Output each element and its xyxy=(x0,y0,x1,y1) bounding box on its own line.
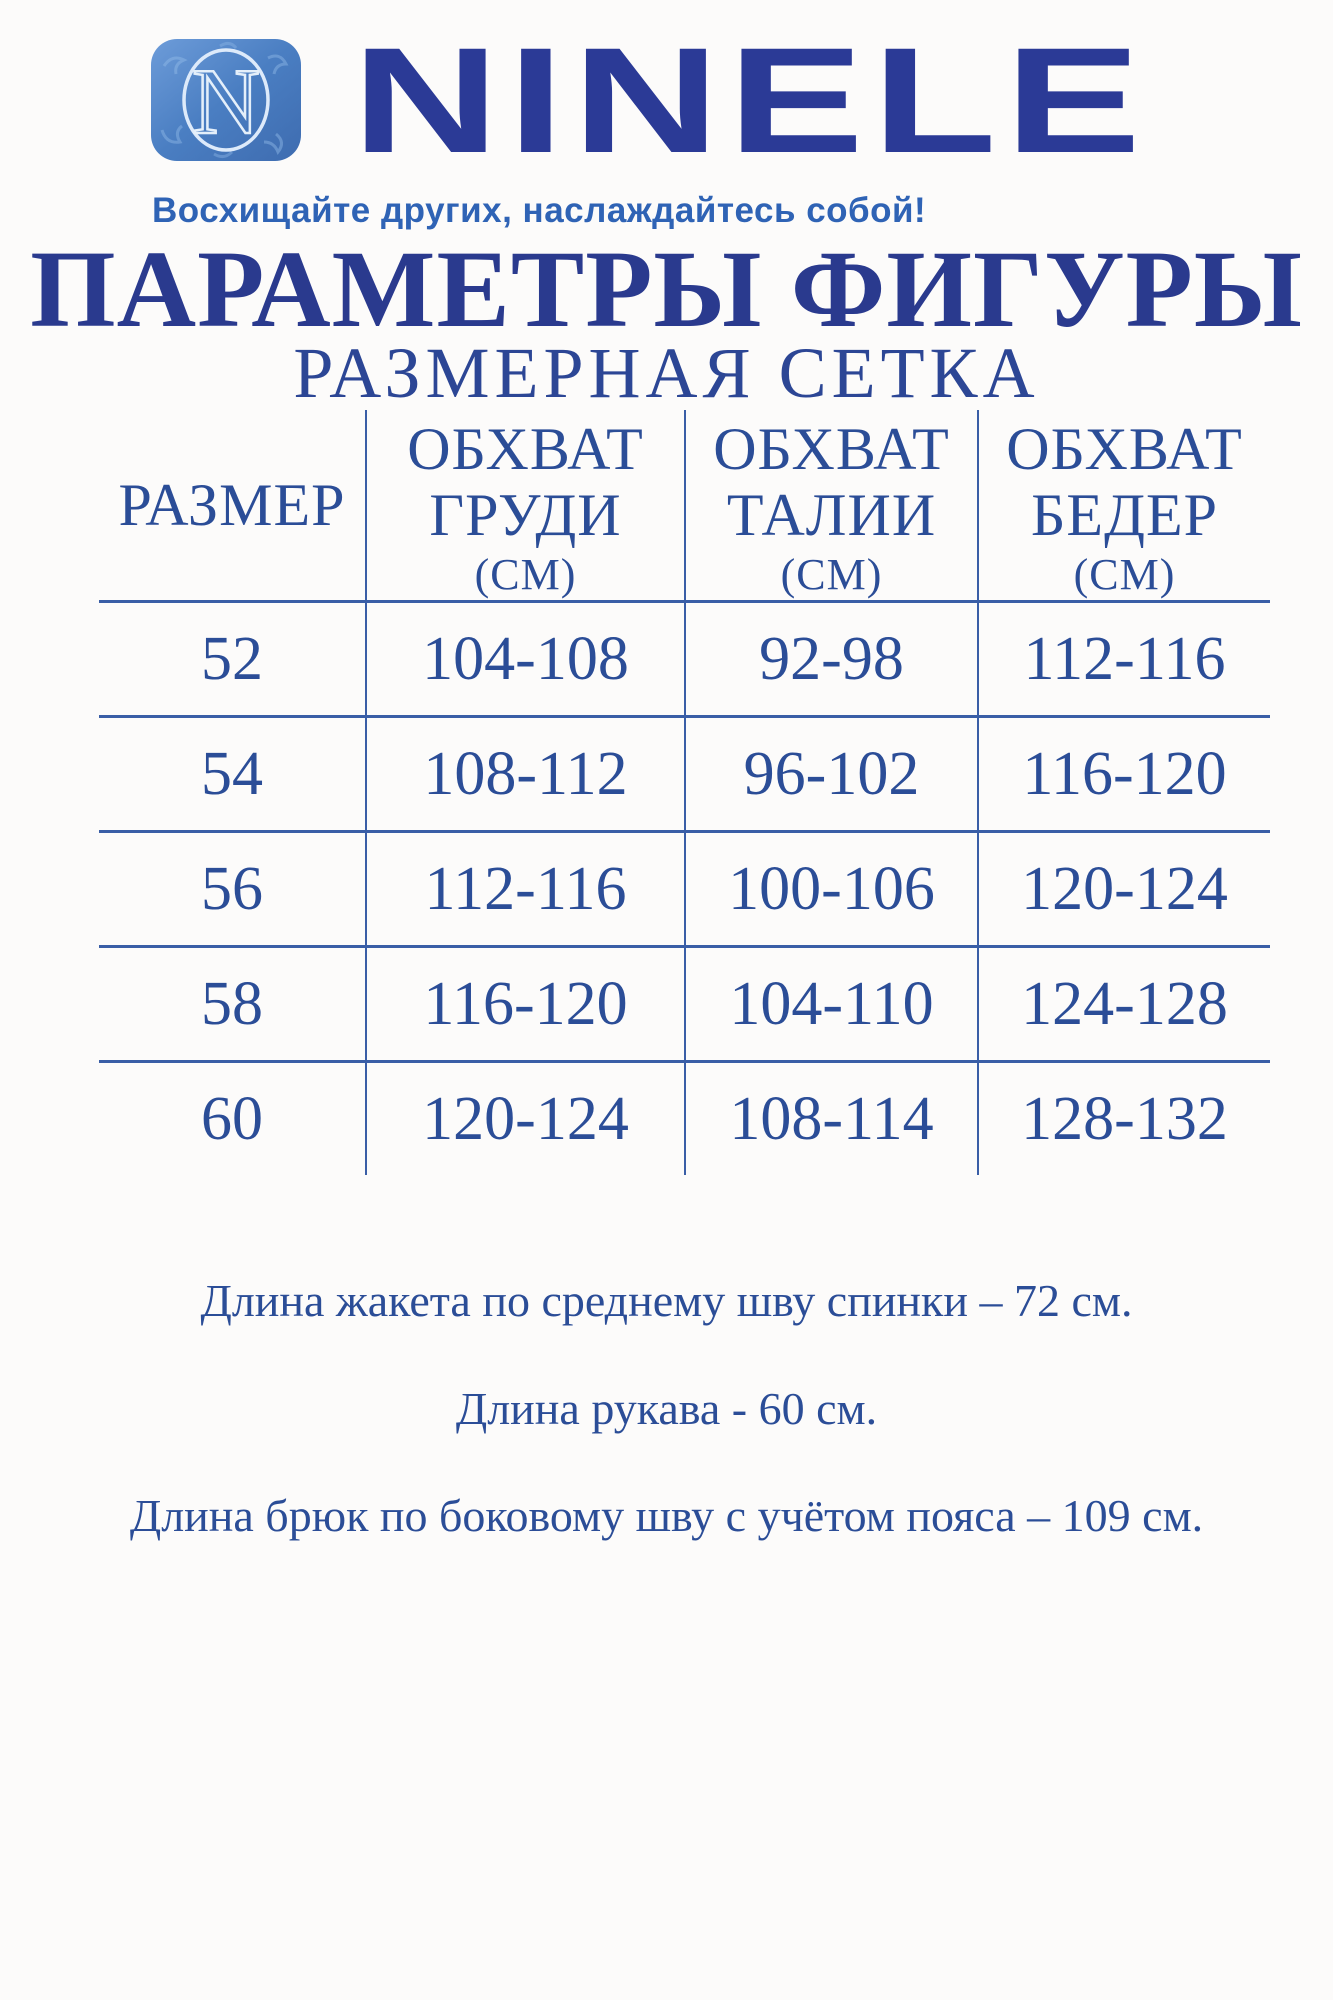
size-cell: 56 xyxy=(99,830,365,945)
chest-cell: 108-112 xyxy=(365,715,684,830)
page-subtitle: РАЗМЕРНАЯ СЕТКА xyxy=(293,333,1040,413)
header-line1: ОБХВАТ xyxy=(713,416,950,482)
size-cell: 54 xyxy=(99,715,365,830)
column-header-hips: ОБХВАТ БЕДЕР (СМ) xyxy=(977,410,1270,600)
header-line2: ТАЛИИ xyxy=(726,482,937,548)
hips-cell: 128-132 xyxy=(977,1060,1270,1175)
note-sleeve-length: Длина рукава - 60 см. xyxy=(455,1382,878,1434)
note-trouser-length: Длина брюк по боковому шву с учётом пояс… xyxy=(129,1490,1204,1541)
hips-cell: 112-116 xyxy=(977,600,1270,715)
column-header-chest: ОБХВАТ ГРУДИ (СМ) xyxy=(365,410,684,600)
header-unit: (СМ) xyxy=(780,550,883,599)
waist-cell: 104-110 xyxy=(684,945,977,1060)
note-jacket-length: Длина жакета по среднему шву спинки – 72… xyxy=(200,1275,1133,1326)
waist-cell: 108-114 xyxy=(684,1060,977,1175)
logo-letter: N xyxy=(192,50,260,154)
column-header-waist: ОБХВАТ ТАЛИИ (СМ) xyxy=(684,410,977,600)
brand-tagline: Восхищайте других, наслаждайтесь собой! xyxy=(152,191,927,230)
size-cell: 60 xyxy=(99,1060,365,1175)
waist-cell: 96-102 xyxy=(684,715,977,830)
hips-cell: 120-124 xyxy=(977,830,1270,945)
size-table: РАЗМЕР ОБХВАТ ГРУДИ (СМ) ОБХВАТ ТАЛИИ (С… xyxy=(99,410,1270,1175)
size-cell: 52 xyxy=(99,600,365,715)
header-unit: (СМ) xyxy=(474,550,577,599)
brand-logo: N xyxy=(150,38,302,162)
waist-cell: 100-106 xyxy=(684,830,977,945)
header-line2: БЕДЕР xyxy=(1030,482,1219,548)
ninele-logo-icon: N xyxy=(151,39,301,161)
hips-cell: 116-120 xyxy=(977,715,1270,830)
header-line1: ОБХВАТ xyxy=(1006,416,1243,482)
measurement-notes: Длина жакета по среднему шву спинки – 72… xyxy=(0,1272,1333,1595)
page-title: ПАРАМЕТРЫ ФИГУРЫ xyxy=(30,228,1303,350)
header-unit: (СМ) xyxy=(1073,550,1176,599)
chest-cell: 112-116 xyxy=(365,830,684,945)
brand-wordmark: NINELE xyxy=(352,16,1150,184)
size-cell: 58 xyxy=(99,945,365,1060)
hips-cell: 124-128 xyxy=(977,945,1270,1060)
chest-cell: 104-108 xyxy=(365,600,684,715)
chest-cell: 120-124 xyxy=(365,1060,684,1175)
chest-cell: 116-120 xyxy=(365,945,684,1060)
header-line2: ГРУДИ xyxy=(429,482,622,548)
header-line1: ОБХВАТ xyxy=(407,416,644,482)
waist-cell: 92-98 xyxy=(684,600,977,715)
column-header-size: РАЗМЕР xyxy=(118,471,346,538)
